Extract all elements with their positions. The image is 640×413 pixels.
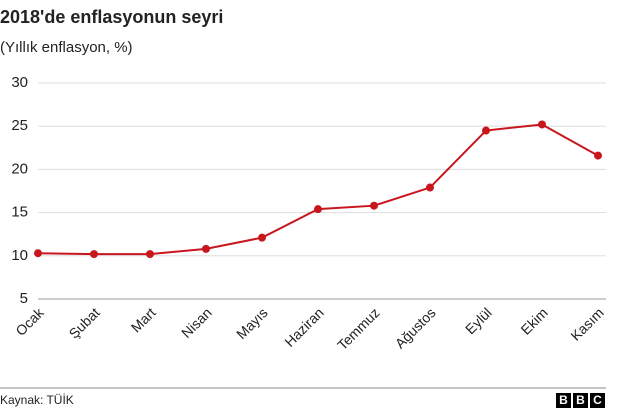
- x-tick-label: Ağustos: [392, 304, 439, 351]
- source: Kaynak: TÜİK: [0, 393, 74, 407]
- logo-box: [590, 393, 605, 408]
- x-tick-label: Haziran: [281, 304, 326, 349]
- y-tick-label: 10: [11, 247, 28, 264]
- y-tick-label: 30: [11, 74, 28, 91]
- x-tick-label: Nisan: [178, 304, 215, 341]
- marker: [202, 244, 210, 253]
- logo-letter: C: [593, 393, 602, 407]
- marker: [594, 151, 602, 160]
- x-tick-label: Eylül: [462, 304, 495, 337]
- marker: [538, 120, 546, 129]
- x-tick-label: Ekim: [517, 304, 550, 337]
- y-tick-label: 5: [20, 290, 28, 307]
- marker: [370, 201, 378, 210]
- logo-letter: B: [559, 393, 568, 407]
- marker: [258, 233, 266, 242]
- marker: [90, 250, 98, 259]
- x-tick-label: Temmuz: [334, 304, 383, 353]
- y-tick-label: 20: [11, 160, 28, 177]
- marker: [314, 205, 322, 214]
- x-tick-label: Şubat: [66, 304, 103, 341]
- logo-box: [556, 393, 571, 408]
- marker: [146, 250, 154, 259]
- x-tick-label: Kasım: [567, 304, 606, 343]
- chart-subtitle: (Yıllık enflasyon, %): [0, 39, 133, 56]
- chart-title: 2018'de enflasyonun seyri: [0, 7, 223, 27]
- y-tick-label: 25: [11, 117, 28, 134]
- logo-box: [573, 393, 588, 408]
- marker: [426, 183, 434, 192]
- logo-letter: B: [576, 393, 585, 407]
- line: [37, 123, 599, 256]
- marker: [34, 249, 42, 258]
- y-tick-label: 15: [11, 204, 28, 221]
- x-tick-label: Mayıs: [233, 304, 271, 342]
- marker: [482, 126, 490, 135]
- x-tick-label: Mart: [128, 304, 159, 335]
- x-tick-label: Ocak: [12, 304, 47, 339]
